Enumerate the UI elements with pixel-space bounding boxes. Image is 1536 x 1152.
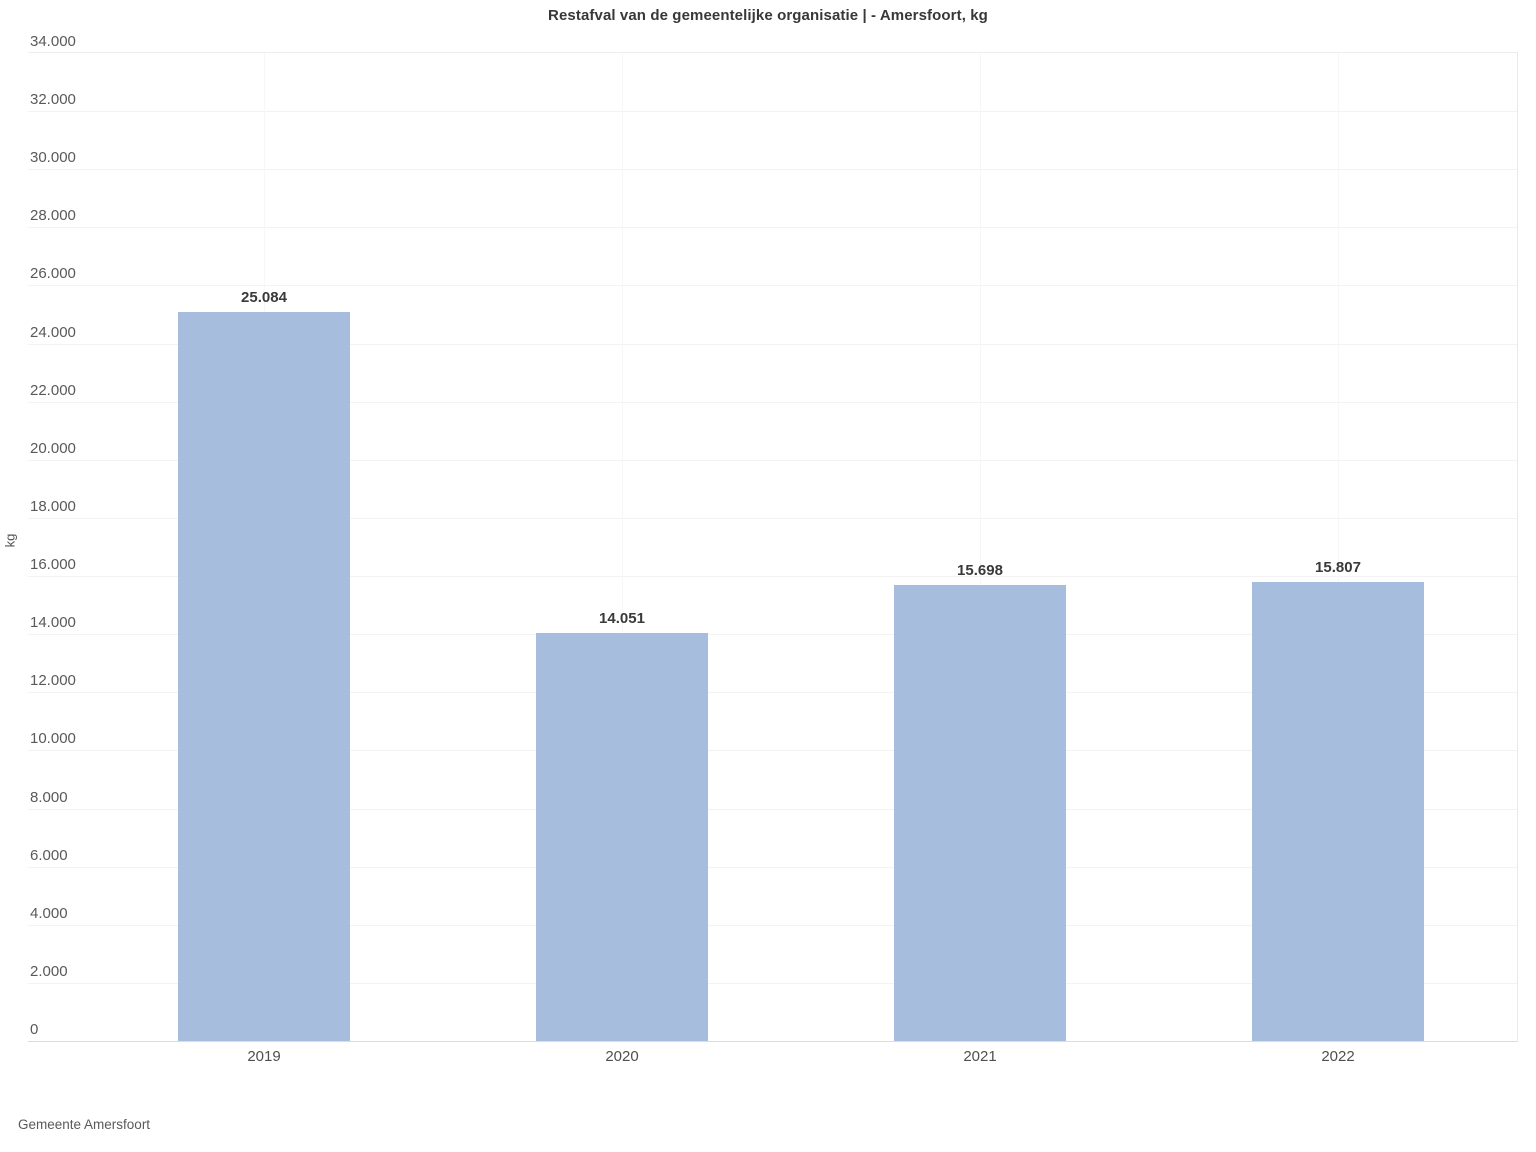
- y-tick-label: 2.000: [30, 962, 68, 980]
- y-tick-label: 20.000: [30, 439, 76, 457]
- y-tick-label: 22.000: [30, 381, 76, 399]
- y-gridline: [28, 750, 1517, 752]
- y-gridline: [28, 169, 1517, 171]
- y-axis-title: kg: [2, 533, 18, 548]
- y-gridline: [28, 576, 1517, 578]
- bar-value-label: 25.084: [241, 289, 287, 306]
- y-gridline: [28, 111, 1517, 113]
- x-tick-label: 2019: [247, 1048, 281, 1065]
- x-tick-label: 2021: [963, 1048, 997, 1065]
- y-tick-label: 24.000: [30, 323, 76, 341]
- y-tick-label: 28.000: [30, 207, 76, 225]
- y-gridline: [28, 227, 1517, 229]
- bar-2022[interactable]: [1252, 582, 1424, 1041]
- y-gridline: [28, 866, 1517, 868]
- bar-value-label: 15.698: [957, 562, 1003, 579]
- y-gridline: [28, 517, 1517, 519]
- bar-value-label: 14.051: [599, 610, 645, 627]
- y-tick-label: 32.000: [30, 91, 76, 109]
- source-caption: Gemeente Amersfoort: [18, 1117, 151, 1132]
- y-gridline: [28, 924, 1517, 926]
- y-tick-label: 34.000: [30, 33, 76, 50]
- x-tick-label: 2020: [605, 1048, 639, 1065]
- x-tick-label: 2022: [1321, 1048, 1355, 1065]
- y-gridline: [28, 982, 1517, 984]
- y-tick-label: 12.000: [30, 672, 76, 690]
- y-gridline: [28, 692, 1517, 694]
- y-tick-label: 6.000: [30, 846, 68, 864]
- y-gridline: [28, 343, 1517, 345]
- y-gridline: [28, 459, 1517, 461]
- chart-title: Restafval van de gemeentelijke organisat…: [548, 7, 988, 24]
- y-tick-label: 8.000: [30, 788, 68, 806]
- y-tick-label: 14.000: [30, 614, 76, 632]
- y-gridline: [28, 401, 1517, 403]
- y-tick-label: 10.000: [30, 730, 76, 748]
- bar-2021[interactable]: [894, 585, 1066, 1041]
- x-gridline: [980, 53, 981, 1041]
- bar-2020[interactable]: [536, 633, 708, 1041]
- bar-2019[interactable]: [178, 312, 350, 1041]
- x-gridline: [1338, 53, 1339, 1041]
- y-tick-label: 26.000: [30, 265, 76, 283]
- y-tick-label: 18.000: [30, 497, 76, 515]
- y-tick-label: 4.000: [30, 904, 68, 922]
- y-gridline: [28, 634, 1517, 636]
- y-tick-label: 16.000: [30, 556, 76, 574]
- y-gridline: [28, 285, 1517, 287]
- y-tick-label: 0: [30, 1021, 39, 1038]
- plot-area: 0 2.000 4.000 6.000 8.000 10.000 12.000 14.000 1…: [28, 33, 1518, 1065]
- bar-value-label: 15.807: [1315, 559, 1361, 576]
- y-gridline: [28, 808, 1517, 810]
- y-tick-label: 30.000: [30, 149, 76, 167]
- x-gridline: [622, 53, 623, 1041]
